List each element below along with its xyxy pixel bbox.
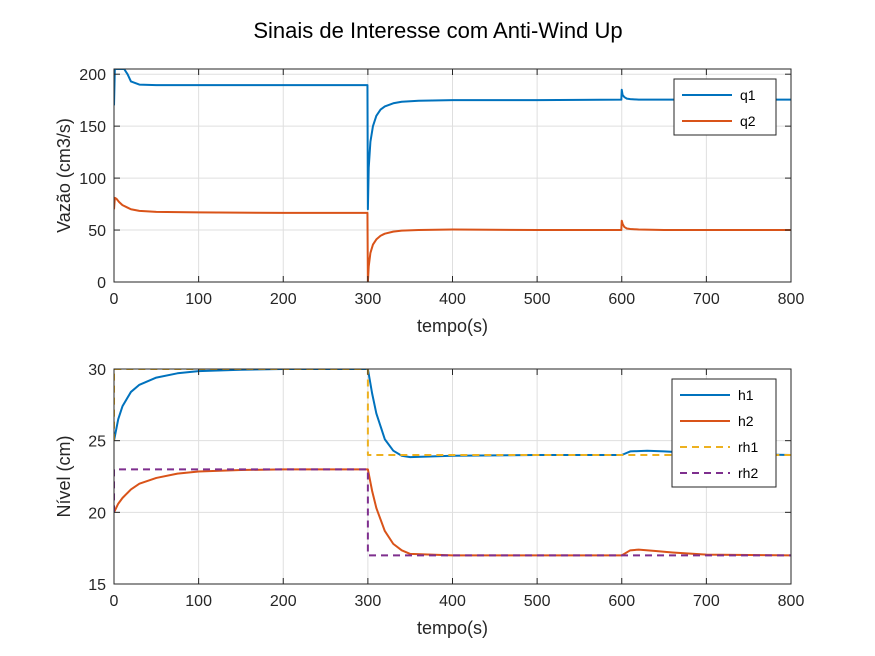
x-tick-label: 800 — [778, 593, 805, 610]
x-axis-label: tempo(s) — [417, 618, 488, 638]
y-tick-label: 150 — [79, 119, 106, 136]
x-tick-label: 0 — [110, 291, 119, 308]
level-chart: 0 100 200 300 400 500 600 700 800 15 20 25 30 tempo(s… — [54, 362, 804, 638]
x-tick-label: 700 — [693, 291, 720, 308]
x-tick-label: 800 — [778, 291, 805, 308]
x-tick-label: 0 — [110, 593, 119, 610]
legend-label-q1: q1 — [740, 87, 756, 103]
legend: h1 h2 rh1 rh2 — [671, 378, 777, 488]
legend-label-rh1: rh1 — [738, 439, 758, 455]
x-tick-label: 100 — [185, 291, 212, 308]
x-tick-label: 300 — [355, 593, 382, 610]
legend: q1 q2 — [673, 78, 777, 136]
x-tick-label: 200 — [270, 593, 297, 610]
x-tick-label: 400 — [439, 291, 466, 308]
legend-box — [671, 378, 777, 488]
series-line-q2 — [114, 196, 791, 282]
series-line-h1 — [114, 369, 791, 459]
series-line-rh1 — [114, 369, 791, 456]
x-axis-label: tempo(s) — [417, 316, 488, 336]
series-line-q1 — [114, 69, 791, 211]
x-tick-label: 100 — [185, 593, 212, 610]
x-tick-label: 600 — [608, 593, 635, 610]
y-tick-label: 30 — [88, 362, 106, 379]
y-tick-label: 0 — [97, 275, 106, 292]
y-tick-label: 15 — [88, 577, 106, 594]
legend-label-q2: q2 — [740, 113, 756, 129]
y-axis-label: Nível (cm) — [54, 436, 74, 518]
y-tick-label: 200 — [79, 67, 106, 84]
figure-title: Sinais de Interesse com Anti-Wind Up — [253, 18, 622, 43]
y-tick-label: 100 — [79, 171, 106, 188]
legend-label-h1: h1 — [738, 387, 754, 403]
y-tick-label: 50 — [88, 223, 106, 240]
x-tick-label: 500 — [524, 593, 551, 610]
legend-label-rh2: rh2 — [738, 465, 758, 481]
x-tick-label: 500 — [524, 291, 551, 308]
x-tick-label: 600 — [608, 291, 635, 308]
y-axis-label: Vazão (cm3/s) — [54, 118, 74, 233]
series-line-h2 — [114, 468, 791, 557]
y-tick-label: 25 — [88, 434, 106, 451]
x-tick-label: 400 — [439, 593, 466, 610]
x-tick-label: 300 — [355, 291, 382, 308]
x-tick-label: 200 — [270, 291, 297, 308]
legend-box — [673, 78, 777, 136]
flow-rate-chart: 0 100 200 300 400 500 600 700 800 0 50 100 150 200 tem… — [54, 67, 804, 336]
legend-label-h2: h2 — [738, 413, 754, 429]
y-tick-label: 20 — [88, 505, 106, 522]
x-tick-label: 700 — [693, 593, 720, 610]
